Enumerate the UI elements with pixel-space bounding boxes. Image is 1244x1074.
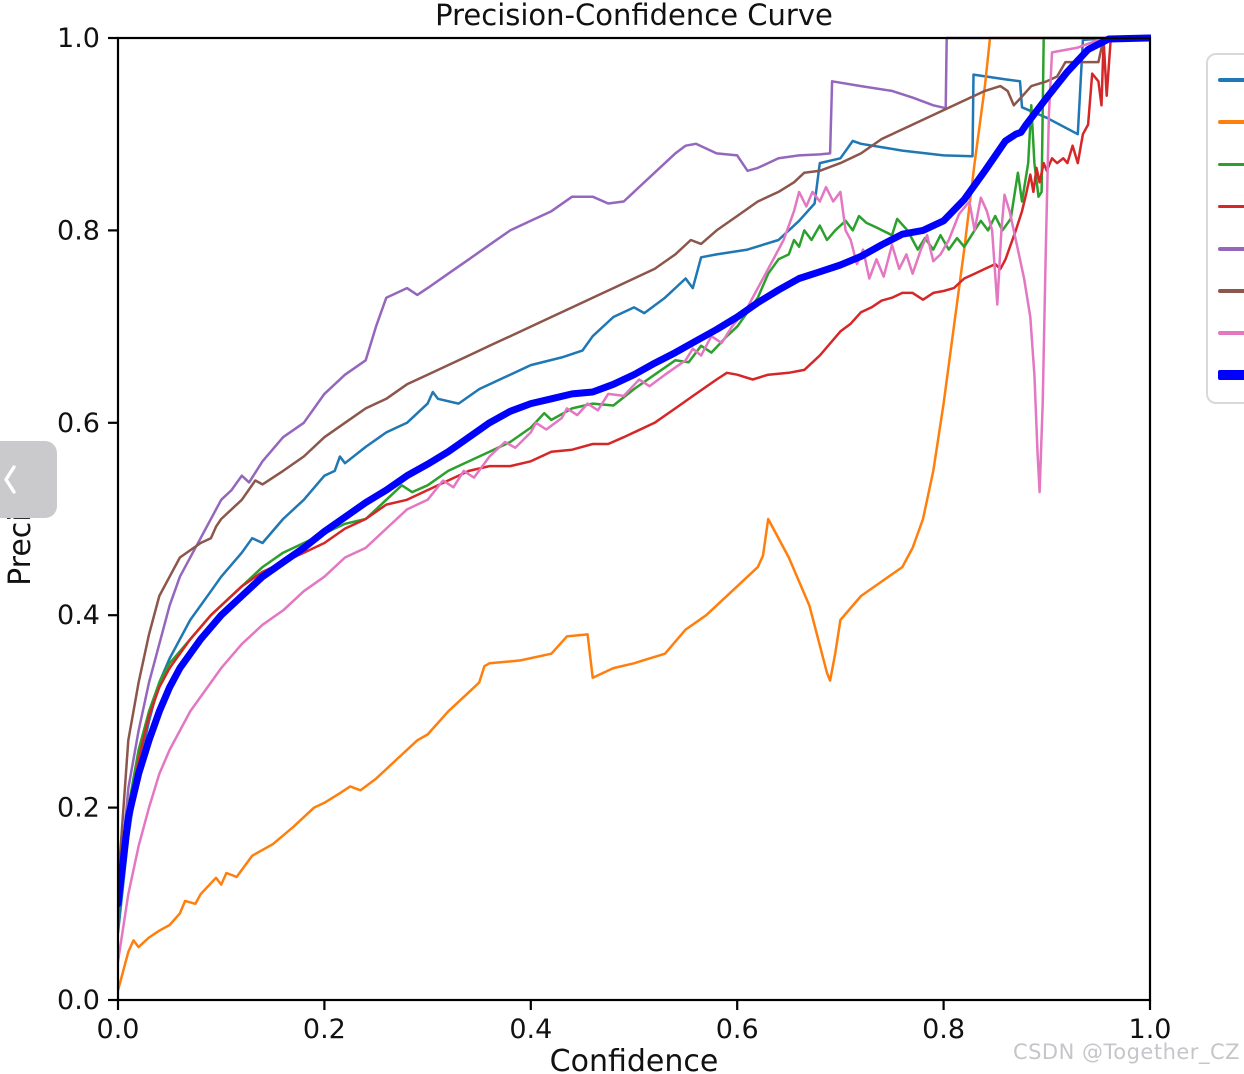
x-tick-label: 0.4 xyxy=(509,1014,552,1045)
x-tick-label: 0.2 xyxy=(303,1014,346,1045)
y-tick-label: 0.4 xyxy=(57,600,100,631)
legend-swatch-orange xyxy=(1218,120,1244,124)
legend-swatch-bold-blue xyxy=(1218,370,1244,381)
legend-swatch-brown xyxy=(1218,289,1244,293)
series-red xyxy=(117,36,1151,915)
watermark-text: CSDN @Together_CZ xyxy=(1012,1040,1240,1064)
legend-swatch-blue xyxy=(1218,78,1244,82)
x-tick-label: 1.0 xyxy=(1129,1014,1172,1045)
x-axis-label: Confidence xyxy=(550,1044,719,1074)
series-bold-blue xyxy=(117,34,1151,908)
legend-swatch-green xyxy=(1218,162,1244,167)
y-tick-label: 0.6 xyxy=(57,408,100,439)
legend-swatch-purple xyxy=(1218,247,1244,251)
series-purple xyxy=(117,36,1151,906)
plot-border xyxy=(116,36,1152,1002)
y-tick-label: 1.0 xyxy=(57,23,100,54)
series-brown xyxy=(117,36,1151,886)
y-tick-label: 0.0 xyxy=(57,985,100,1016)
series-orange xyxy=(117,36,1151,992)
chart-legend xyxy=(1206,53,1244,404)
sidebar-collapse-tab[interactable] xyxy=(0,441,57,518)
chevron-left-icon xyxy=(4,465,16,494)
x-tick-label: 0.8 xyxy=(922,1014,965,1045)
legend-swatch-pink xyxy=(1218,331,1244,335)
x-tick-label: 0.0 xyxy=(97,1014,140,1045)
series-blue xyxy=(117,36,1151,934)
y-tick-label: 0.2 xyxy=(57,793,100,824)
legend-swatch-red xyxy=(1218,204,1244,209)
y-tick-label: 0.8 xyxy=(57,215,100,246)
chart-title: Precision-Confidence Curve xyxy=(435,0,833,32)
x-tick-label: 0.6 xyxy=(716,1014,759,1045)
series-pink xyxy=(117,36,1151,963)
